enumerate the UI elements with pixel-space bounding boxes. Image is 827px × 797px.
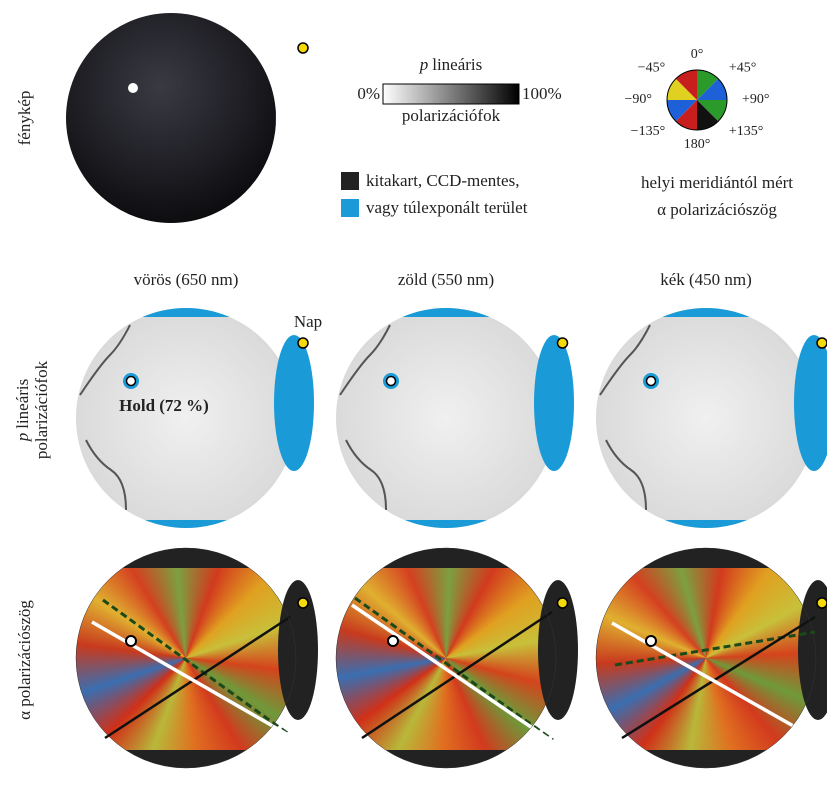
sun-label: Nap [294, 312, 322, 331]
overexposed [76, 520, 296, 528]
moon [385, 375, 397, 387]
compass-label: +90° [742, 92, 770, 107]
dashed-line [354, 596, 554, 742]
degree-overlay [76, 308, 296, 528]
compass-sector [667, 78, 697, 100]
moon [645, 375, 657, 387]
legend-text: kitakart, CCD-mentes, [366, 171, 519, 190]
angle-ring [595, 547, 817, 769]
sun [816, 597, 827, 609]
moon [125, 375, 137, 387]
colorbar-title: p lineáris [419, 55, 483, 74]
overexposed [336, 520, 556, 528]
symbol: p [419, 55, 429, 74]
row-label: p lineáris [13, 379, 32, 443]
moon [125, 635, 137, 647]
compass-ring [666, 69, 728, 131]
legend-text: vagy túlexponált terület [366, 198, 528, 217]
horizon [79, 324, 131, 511]
column-header: vörös (650 nm) [134, 270, 239, 289]
horizon [599, 324, 651, 511]
overexposed [596, 308, 816, 317]
degree-map [336, 308, 556, 528]
compass-sector [667, 100, 697, 122]
white-line [351, 603, 554, 744]
black-line [621, 615, 816, 740]
compass-label: 180° [684, 137, 711, 152]
compass-sector [675, 70, 697, 100]
sun [297, 337, 309, 349]
row-label: polarizációfok [32, 360, 51, 459]
compass-sector [697, 78, 727, 100]
angle-ring [75, 547, 297, 769]
covered [596, 548, 816, 568]
column-header: kék (450 nm) [660, 270, 752, 289]
overexposed [534, 335, 574, 471]
compass-caption: helyi meridiántól mért [641, 173, 793, 192]
overexposed [76, 308, 296, 317]
horizon [339, 324, 391, 511]
moon-label: Hold (72 %) [119, 396, 209, 415]
covered [336, 750, 556, 768]
row-label: fénykép [15, 91, 34, 146]
column-header: zöld (550 nm) [398, 270, 494, 289]
sun [297, 597, 309, 609]
compass-sector [697, 70, 719, 100]
angle-ring [335, 547, 557, 769]
compass-label: 0° [691, 47, 704, 62]
moon [645, 635, 657, 647]
compass-label: +45° [729, 60, 757, 75]
title: lineáris [432, 55, 482, 74]
dashed-line [102, 598, 291, 737]
colorbar [382, 83, 520, 105]
photo [66, 13, 276, 223]
moon [387, 635, 399, 647]
overexposed [274, 335, 314, 471]
row-label: α polarizációszög [15, 600, 34, 720]
compass-sector [697, 100, 727, 122]
covered [596, 750, 816, 768]
degree-map [596, 308, 816, 528]
white-line [91, 620, 298, 742]
sun [816, 337, 827, 349]
compass-caption: α polarizációszög [657, 200, 777, 219]
covered [76, 750, 296, 768]
colorbar-caption: polarizációfok [402, 106, 501, 125]
compass-label: −135° [631, 124, 666, 139]
cover [275, 62, 276, 188]
compass-sector [675, 100, 697, 130]
degree-overlay [596, 308, 816, 528]
compass-label: −45° [638, 60, 666, 75]
degree-overlay [336, 308, 556, 528]
legend-swatch [341, 199, 359, 217]
overexposed [336, 308, 556, 317]
covered [76, 548, 296, 568]
sun [556, 337, 569, 349]
overexposed [794, 335, 827, 471]
degree-map [76, 308, 296, 528]
covered [336, 548, 556, 568]
moon [128, 83, 138, 93]
compass-sector [697, 100, 719, 130]
colorbar-max: 100% [522, 84, 562, 103]
black-line [104, 615, 291, 740]
sun [556, 597, 569, 609]
covered [278, 580, 318, 720]
compass-label: −90° [625, 92, 653, 107]
angle-map [76, 548, 296, 768]
sun [297, 42, 309, 54]
covered [798, 580, 827, 720]
colorbar-min: 0% [357, 84, 380, 103]
symbol: p [13, 433, 32, 443]
overexposed [596, 520, 816, 528]
line: lineáris [13, 379, 32, 429]
white-line [611, 621, 819, 742]
compass-label: +135° [729, 124, 764, 139]
legend-swatch [341, 172, 359, 190]
